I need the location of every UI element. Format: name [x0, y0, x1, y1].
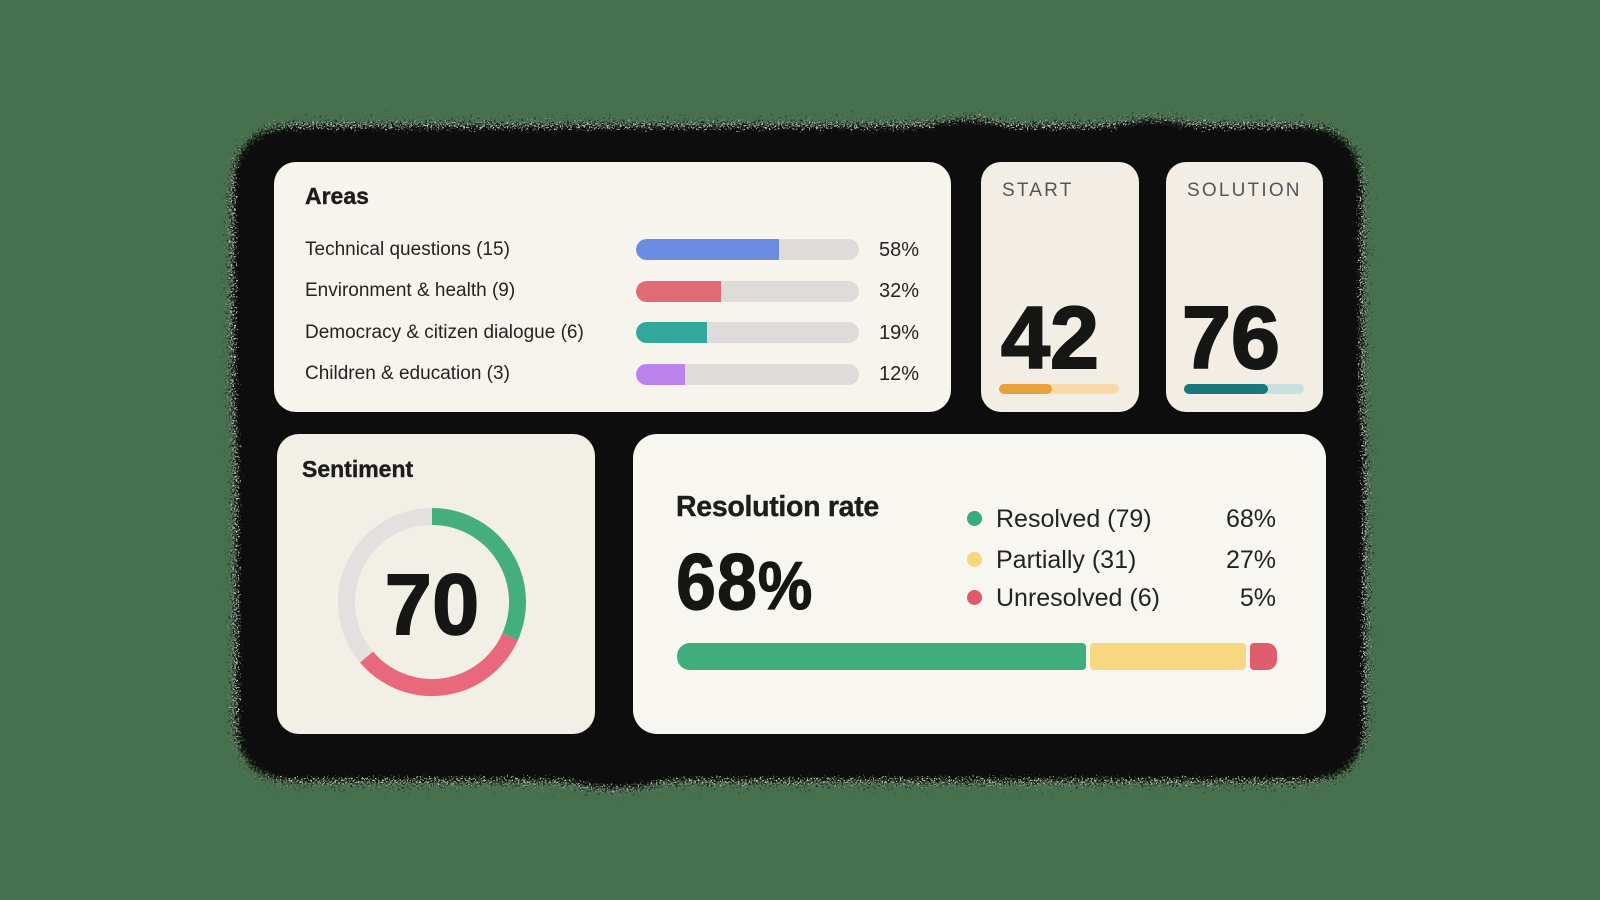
svg-text:70: 70 [385, 558, 480, 653]
